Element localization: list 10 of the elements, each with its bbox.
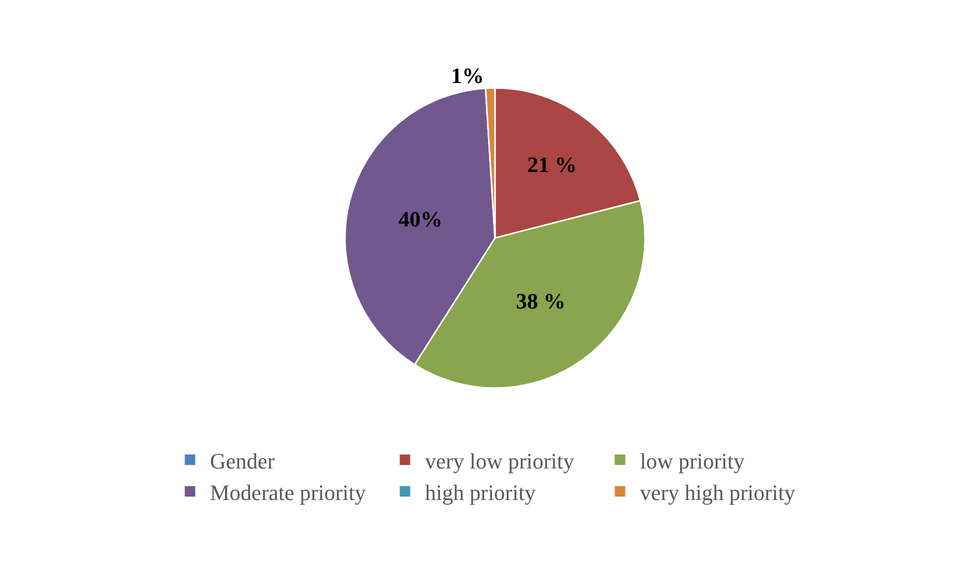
data-label: 21 % <box>527 152 577 178</box>
legend-label: high priority <box>425 480 536 505</box>
legend-label: Gender <box>210 448 276 474</box>
legend-label: very high priority <box>640 480 796 505</box>
data-label: 40% <box>398 206 443 232</box>
data-label: 1% <box>451 63 484 88</box>
legend-label: Moderate priority <box>210 480 366 505</box>
legend-label: low priority <box>640 448 744 474</box>
legend-label: very low priority <box>425 448 574 474</box>
data-label: 38 % <box>516 288 566 314</box>
